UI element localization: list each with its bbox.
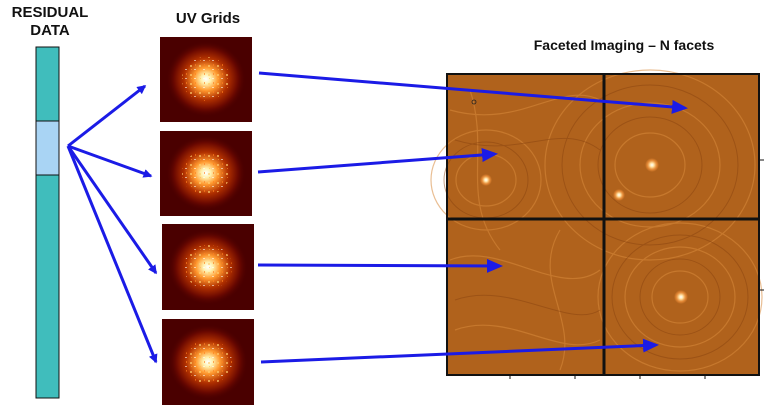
residual-data-bar — [35, 46, 60, 399]
residual-label-line2: DATA — [30, 22, 70, 39]
faceted-imaging-label: Faceted Imaging – N facets — [533, 37, 715, 53]
arrow-data-to-grid-3 — [66, 145, 158, 275]
grid-to-facet-arrows — [257, 71, 688, 364]
uv-grids-label: UV Grids — [175, 10, 241, 27]
residual-data-label: RESIDUAL DATA — [0, 4, 100, 40]
uv-grid-4 — [162, 319, 254, 405]
residual-label-line1: RESIDUAL — [11, 4, 89, 21]
data-to-grid-arrows — [66, 84, 158, 364]
arrow-data-to-grid-1 — [67, 84, 147, 148]
faceted-image — [430, 69, 764, 379]
arrow-grid-2-to-facet — [257, 148, 498, 174]
arrow-grid-1-to-facet — [258, 71, 688, 114]
arrow-data-to-grid-4 — [66, 145, 158, 364]
arrow-grid-3-to-facet — [257, 258, 503, 273]
arrow-grid-4-to-facet — [260, 338, 659, 364]
uv-grid-3 — [162, 224, 254, 310]
uv-grid-2 — [160, 131, 252, 216]
uv-grid-1 — [160, 37, 252, 122]
arrow-data-to-grid-2 — [67, 144, 153, 178]
residual-data-chunk — [35, 120, 60, 176]
